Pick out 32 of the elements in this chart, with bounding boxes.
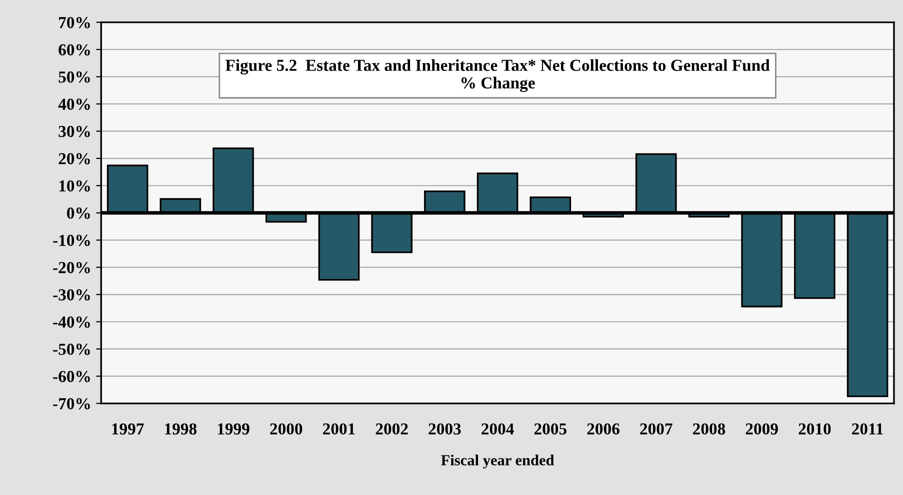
y-tick-label: -10% — [53, 234, 90, 246]
y-tick-label: -30% — [53, 289, 90, 301]
x-tick-label: 1999 — [218, 423, 250, 435]
y-tick-label: -50% — [53, 344, 90, 355]
x-tick-label: 2008 — [693, 423, 726, 435]
x-tick-label: 2003 — [428, 423, 461, 435]
y-tick-label: 40% — [58, 98, 90, 110]
y-tick-label: 60% — [58, 44, 90, 56]
x-tick-label: 2004 — [482, 423, 514, 435]
y-tick-label: 0% — [67, 208, 90, 219]
y-tick-label: 50% — [58, 71, 90, 83]
y-tick-label: 30% — [58, 126, 90, 138]
y-tick-label: 10% — [59, 180, 90, 192]
y-tick-label: 70% — [59, 16, 90, 28]
y-tick-label: -70% — [53, 398, 90, 410]
x-tick-label: 2005 — [534, 423, 566, 435]
x-tick-label: 1998 — [165, 423, 197, 435]
x-tick-label: 2009 — [746, 423, 778, 435]
y-tick-label: -20% — [53, 262, 90, 274]
y-tick-label: 20% — [58, 153, 90, 164]
x-tick-label: 2002 — [376, 423, 408, 435]
x-tick-label: 2006 — [587, 423, 620, 435]
y-tick-label: -40% — [53, 316, 90, 328]
x-tick-label: 2010 — [798, 423, 831, 435]
x-tick-label: 2000 — [270, 423, 302, 435]
text: Figure 5.2 Estate Tax and Inheritance Tax* Net Collections to General Fund % Change — [226, 59, 770, 92]
x-tick-label: 2011 — [852, 423, 883, 435]
y-tick-label: -60% — [53, 370, 90, 382]
x-tick-label: 2001 — [323, 423, 355, 435]
x-axis-title: Fiscal year ended — [441, 454, 554, 469]
x-tick-label: 1997 — [112, 423, 144, 435]
x-tick-label: 2007 — [640, 423, 672, 435]
